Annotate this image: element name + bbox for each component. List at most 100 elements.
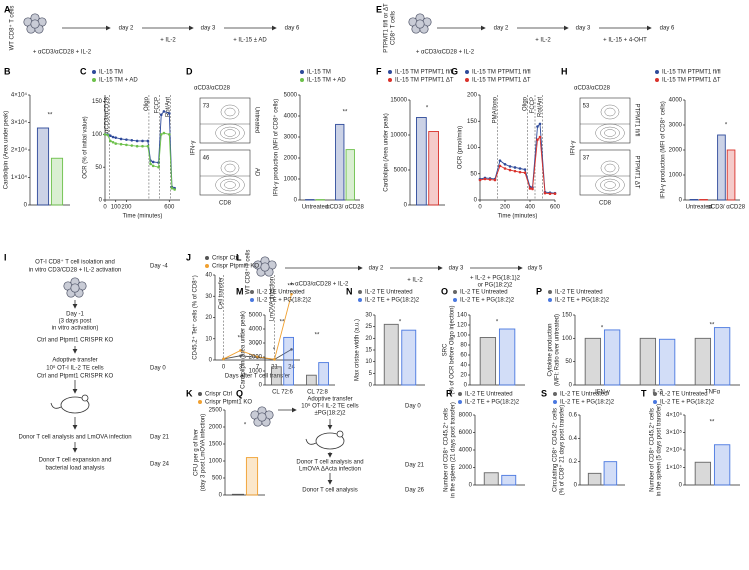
data-point bbox=[483, 177, 487, 181]
panel-letter: K bbox=[186, 388, 193, 398]
schematic-text: or PG(18:2)2 bbox=[478, 283, 513, 289]
y-tick-label: 20 bbox=[205, 315, 212, 321]
bar bbox=[383, 323, 399, 386]
panel-letter: E bbox=[376, 4, 382, 14]
data-point bbox=[114, 136, 118, 139]
schematic-text: day 6 bbox=[285, 26, 300, 32]
flow-text: IFN-γ bbox=[571, 141, 577, 156]
event-label: Oligo bbox=[523, 96, 529, 111]
flow-contour bbox=[215, 123, 245, 143]
y-tick-label: 140 bbox=[457, 313, 468, 319]
y-tick-label: 3000 bbox=[669, 123, 683, 129]
schematic-text: Day 0 bbox=[150, 366, 166, 372]
panel-letter: Q bbox=[236, 388, 243, 398]
y-tick-label: 2500 bbox=[209, 408, 223, 414]
bar bbox=[50, 157, 64, 206]
significance-label: * bbox=[601, 326, 604, 332]
data-point bbox=[256, 355, 259, 359]
event-label: Cell transfer bbox=[219, 277, 225, 309]
line-series bbox=[104, 132, 175, 190]
x-tick-label: IFN-γ bbox=[595, 390, 610, 396]
legend-marker bbox=[453, 290, 457, 294]
event-label: Rot/Ant bbox=[165, 97, 171, 117]
bar bbox=[271, 366, 282, 386]
legend-marker bbox=[205, 264, 209, 268]
flow-contour bbox=[220, 126, 240, 140]
significance-label: * bbox=[244, 423, 247, 429]
legend-marker bbox=[198, 392, 202, 396]
y-tick-label: 1000 bbox=[669, 173, 683, 179]
significance-label: * bbox=[426, 106, 429, 112]
bar bbox=[726, 149, 736, 201]
y-tick-label: 25 bbox=[365, 324, 372, 330]
significance-label: * bbox=[496, 320, 499, 326]
y-axis-label: CFU per g of liver bbox=[194, 429, 200, 476]
flow-contour bbox=[604, 163, 616, 173]
legend-label: IL-15 TM PTPMT1 fl/fl bbox=[662, 70, 721, 76]
legend-label: IL-15 TM PTPMT1 fl/fl bbox=[472, 70, 531, 76]
legend-label: IL-15 TM PTPMT1 fl/fl bbox=[395, 70, 454, 76]
x-tick-label: 21 bbox=[271, 365, 278, 371]
data-point bbox=[536, 125, 539, 128]
bar bbox=[245, 457, 259, 496]
cell-icon bbox=[260, 262, 270, 272]
y-axis-label: (% of OCR before Oligo injection) bbox=[450, 305, 456, 394]
legend-marker bbox=[92, 78, 96, 82]
y-tick-label: 100 bbox=[562, 336, 573, 342]
bar bbox=[603, 461, 618, 486]
data-point bbox=[135, 144, 139, 148]
y-axis-label: in the spleen (21 days post transfer) bbox=[451, 402, 457, 498]
data-point bbox=[498, 159, 502, 162]
data-point bbox=[508, 168, 512, 172]
y-tick-label: 10000 bbox=[390, 133, 407, 139]
bar bbox=[283, 336, 294, 386]
data-point bbox=[518, 170, 522, 174]
legend-marker bbox=[653, 392, 657, 396]
legend-marker bbox=[300, 70, 304, 74]
significance-label: *** bbox=[287, 284, 295, 290]
data-point bbox=[170, 186, 174, 190]
schematic-text: LmOVA ΔActa infection bbox=[299, 467, 361, 473]
significance-label: * bbox=[399, 320, 402, 326]
legend-label: Crispr Ptpmt1 KO bbox=[205, 400, 252, 406]
y-tick-label: 10 bbox=[205, 336, 212, 342]
event-label: PMA/Iono bbox=[493, 96, 499, 123]
mouse-icon bbox=[315, 432, 345, 450]
data-point bbox=[125, 143, 128, 147]
schematic-text: Donor T cell expansion and bbox=[39, 458, 112, 464]
data-point bbox=[478, 178, 482, 182]
y-tick-label: 3×10⁵ bbox=[666, 429, 683, 436]
bar bbox=[306, 374, 317, 386]
data-point bbox=[498, 164, 502, 168]
data-point bbox=[146, 139, 150, 143]
schematic-text: Ctrl and Ptpmt1 CRISPR KO bbox=[37, 338, 114, 344]
legend-marker bbox=[655, 70, 659, 74]
y-tick-label: 1×10⁵ bbox=[666, 464, 683, 471]
flow-text: IFN-γ bbox=[191, 141, 197, 156]
y-tick-label: 5000 bbox=[394, 168, 408, 174]
event-label: αCD3/αCD28 bbox=[104, 96, 110, 133]
flow-text: αCD3/αCD28 bbox=[194, 86, 231, 92]
legend-label: IL-15 TM PTPMT1 ΔT bbox=[662, 78, 721, 84]
y-tick-label: 30 bbox=[205, 294, 212, 300]
significance-label: * bbox=[725, 123, 728, 129]
schematic-text: WT CD8⁺ T cells bbox=[245, 250, 252, 295]
y-tick-label: 15000 bbox=[390, 98, 407, 104]
y-tick-label: 120 bbox=[457, 323, 468, 329]
legend-marker bbox=[458, 400, 462, 404]
schematic-text: day 2 bbox=[494, 26, 509, 32]
flow-text: PTPMT1 ΔT bbox=[633, 155, 639, 188]
y-tick-label: 15 bbox=[365, 348, 372, 354]
y-axis-label: Number of CD8⁺ CD45.2⁺ cells bbox=[649, 408, 656, 492]
line-series bbox=[479, 135, 555, 195]
bar bbox=[694, 461, 712, 486]
bar bbox=[717, 134, 726, 201]
y-axis-label: SRC bbox=[443, 343, 449, 356]
legend-label: Crispr Ctrl bbox=[212, 256, 239, 262]
panel-letter: S bbox=[541, 388, 547, 398]
data-point bbox=[536, 138, 539, 141]
mouse-tail bbox=[305, 438, 317, 445]
bar bbox=[694, 337, 712, 386]
y-tick-label: 2000 bbox=[249, 355, 263, 361]
y-tick-label: 0 bbox=[679, 483, 683, 489]
